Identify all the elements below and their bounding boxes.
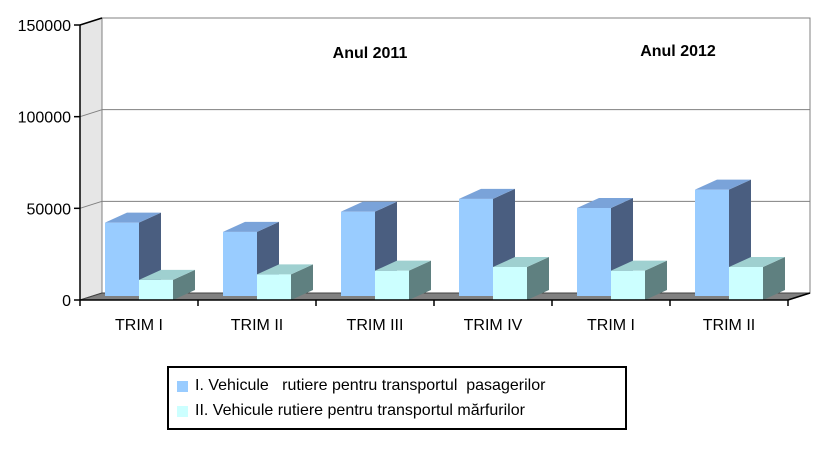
annotation-year-2012: Anul 2012 — [640, 43, 716, 60]
bar-top-0-2 — [341, 201, 397, 212]
bars — [105, 179, 785, 300]
chart-walls — [79, 17, 811, 301]
legend-item-passengers: I. Vehicule rutiere pentru transportul p… — [177, 374, 545, 398]
bar-front-1-2 — [375, 270, 409, 300]
bar-top-1-5 — [729, 257, 785, 267]
y-tick-label: 150000 — [18, 18, 71, 35]
y-tick-label: 0 — [62, 293, 71, 310]
x-tick-labels: TRIM I TRIM II TRIM III TRIM IV TRIM I TRIM I… — [115, 317, 755, 334]
annotation-year-2011: Anul 2011 — [333, 45, 408, 62]
bar-side-1-3 — [527, 257, 549, 300]
bar-front-0-5 — [695, 189, 729, 296]
x-tick-label: TRIM I — [587, 317, 635, 334]
bar-front-1-0 — [139, 279, 173, 300]
bar-top-0-5 — [695, 179, 751, 190]
bar-top-1-4 — [611, 260, 667, 271]
bar-top-1-2 — [375, 260, 431, 271]
legend-label-freight: II. Vehicule rutiere pentru transportul … — [195, 402, 525, 419]
bar-front-0-2 — [341, 211, 375, 296]
legend-label-passengers: I. Vehicule rutiere pentru transportul p… — [195, 377, 546, 394]
bar-top-1-1 — [257, 264, 313, 275]
legend: I. Vehicule rutiere pentru transportul p… — [167, 366, 627, 430]
x-tick-label: TRIM II — [231, 317, 283, 334]
bar-side-1-0 — [173, 269, 195, 300]
x-tick-label: TRIM II — [703, 317, 755, 334]
y-tick-label: 100000 — [18, 110, 71, 127]
bar-front-0-1 — [223, 231, 257, 296]
bar-side-1-4 — [645, 260, 667, 300]
bar-front-1-3 — [493, 267, 527, 300]
bar-top-1-3 — [493, 257, 549, 267]
bar-side-1-2 — [409, 260, 431, 300]
bar-top-0-4 — [577, 198, 633, 208]
legend-item-freight: II. Vehicule rutiere pentru transportul … — [177, 399, 525, 423]
bar-top-0-0 — [105, 212, 161, 223]
side-wall — [79, 17, 103, 301]
y-axis-top — [79, 17, 103, 26]
x-axis-end — [787, 292, 811, 301]
bar-top-1-0 — [139, 269, 195, 280]
bar-front-0-3 — [459, 198, 493, 296]
bar-front-1-4 — [611, 270, 645, 300]
bar-front-1-1 — [257, 274, 291, 300]
gridline-side — [79, 200, 103, 209]
bar-front-1-5 — [729, 267, 763, 300]
legend-swatch-passengers — [177, 380, 188, 392]
x-tick-label: TRIM IV — [464, 317, 523, 334]
x-tick-label: TRIM III — [347, 317, 404, 334]
gridline-side — [79, 109, 103, 118]
bar-top-0-3 — [459, 188, 515, 199]
back-wall — [101, 17, 811, 294]
bar-front-0-0 — [105, 222, 139, 296]
bar-side-1-1 — [291, 264, 313, 300]
bar-front-0-4 — [577, 208, 611, 296]
bar-top-0-1 — [223, 221, 279, 232]
x-tick-label: TRIM I — [115, 317, 163, 334]
axes — [74, 17, 811, 306]
bar-side-1-5 — [763, 257, 785, 300]
y-tick-labels: 0 50000 100000 150000 — [18, 18, 71, 310]
y-tick-label: 50000 — [27, 201, 72, 218]
legend-swatch-freight — [177, 405, 188, 417]
